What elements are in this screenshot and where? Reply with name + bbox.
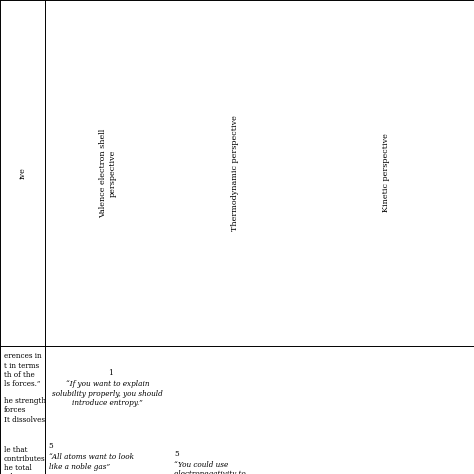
Text: ive: ive: [18, 167, 27, 179]
Text: 1: 1: [108, 369, 113, 377]
Text: Valence electron shell
perspective: Valence electron shell perspective: [99, 128, 117, 218]
Text: Kinetic perspective: Kinetic perspective: [383, 134, 390, 212]
Text: 5: 5: [174, 450, 179, 458]
Text: “You could use
electronegativity to
explain that the
H-atom has already
almost b: “You could use electronegativity to expl…: [174, 461, 253, 474]
Text: he strength
forces
It dissolves: he strength forces It dissolves: [4, 397, 46, 424]
Text: erences in
t in terms
th of the
ls forces.”: erences in t in terms th of the ls force…: [4, 353, 41, 388]
Text: 5: 5: [49, 442, 54, 450]
Text: “All atoms want to look
like a noble gas”: “All atoms want to look like a noble gas…: [49, 453, 134, 471]
Text: “If you want to explain
solubility properly, you should
introduce entropy.”: “If you want to explain solubility prope…: [53, 380, 163, 407]
Text: Thermodynamic perspective: Thermodynamic perspective: [231, 115, 238, 231]
Text: le that
contributes
he total
a large
moves: le that contributes he total a large mov…: [4, 446, 46, 474]
